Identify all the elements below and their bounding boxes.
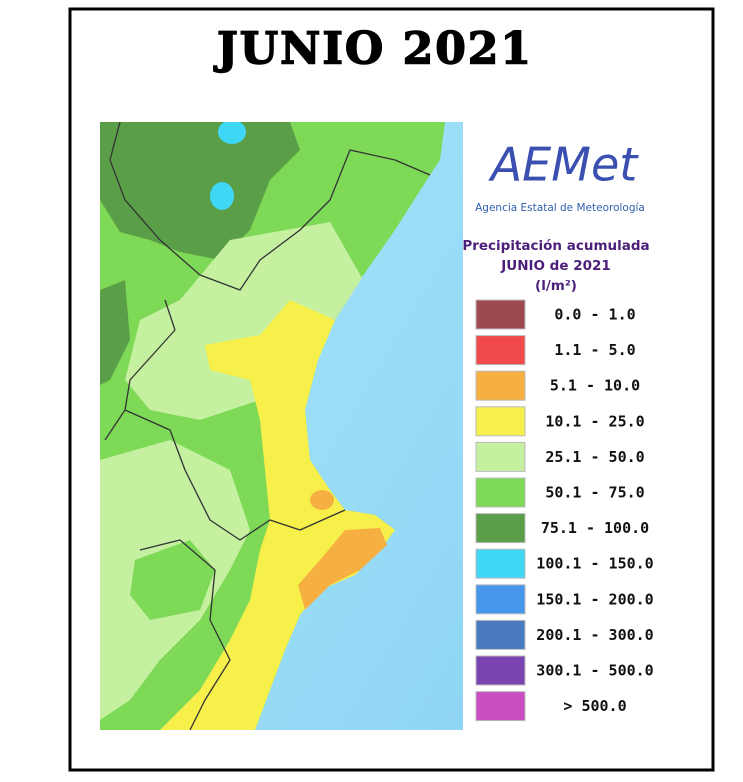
zone [210, 182, 234, 210]
legend-swatch [475, 335, 526, 366]
page-title: JUNIO 2021 [213, 24, 533, 75]
legend-swatch [475, 691, 526, 722]
legend-label: 50.1 - 75.0 [545, 484, 644, 502]
border [109, 122, 431, 291]
map [100, 122, 463, 730]
zone [130, 540, 215, 620]
legend-label: 150.1 - 200.0 [536, 590, 653, 608]
legend-swatch [475, 299, 526, 330]
legend-swatch [475, 477, 526, 508]
legend-label: 300.1 - 500.0 [536, 662, 653, 680]
zone [218, 122, 246, 144]
logo-subtitle: Agencia Estatal de Meteorología [475, 202, 645, 214]
zone [100, 280, 130, 385]
legend-label: 10.1 - 25.0 [545, 412, 644, 430]
zone [310, 490, 334, 510]
legend-title: JUNIO de 2021 [500, 258, 611, 274]
legend-title: Precipitación acumulada [462, 238, 649, 254]
logo-name: AEMet [488, 138, 640, 192]
legend-swatch [475, 655, 526, 686]
zone [160, 300, 395, 730]
legend-label: 75.1 - 100.0 [541, 519, 649, 537]
legend-swatch [475, 441, 526, 472]
legend-label: 1.1 - 5.0 [554, 341, 635, 359]
zone [298, 528, 387, 610]
zone [100, 122, 300, 260]
border [139, 539, 231, 730]
legend-label: 100.1 - 150.0 [536, 555, 653, 573]
legend: Precipitación acumulada JUNIO de 2021 (l/m… [462, 238, 654, 722]
legend-label: > 500.0 [563, 697, 626, 715]
legend-label: 200.1 - 300.0 [536, 626, 653, 644]
legend-swatch [475, 548, 526, 579]
legend-label: 25.1 - 50.0 [545, 448, 644, 466]
legend-label: 5.1 - 10.0 [550, 377, 640, 395]
legend-title: (l/m²) [535, 278, 577, 294]
border [104, 409, 126, 441]
legend-swatch [475, 370, 526, 401]
legend-swatch [475, 513, 526, 544]
legend-label: 0.0 - 1.0 [554, 306, 635, 324]
legend-swatch [475, 406, 526, 437]
border [124, 299, 346, 541]
legend-swatch [475, 584, 526, 615]
legend-swatch [475, 619, 526, 650]
